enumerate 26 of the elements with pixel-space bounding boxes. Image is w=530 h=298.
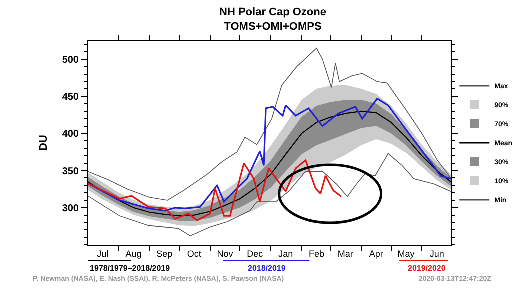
x-tick-label: Aug bbox=[126, 248, 142, 259]
y-tick-label: 400 bbox=[62, 129, 80, 140]
x-tick-label: May bbox=[398, 248, 416, 259]
text: 2019/2020 bbox=[408, 264, 446, 273]
y-axis-title: DU bbox=[38, 135, 50, 151]
x-tick-label: Sep bbox=[156, 248, 173, 259]
x-tick-label: Dec bbox=[247, 248, 264, 259]
x-tick-label: Nov bbox=[217, 248, 234, 259]
chart-title: NH Polar Cap Ozone bbox=[220, 6, 326, 18]
chart-subtitle: TOMS+OMI+OMPS bbox=[224, 20, 322, 33]
x-tick-label: Oct bbox=[187, 248, 202, 259]
y-tick-label: 450 bbox=[62, 92, 80, 104]
text: 2018/2019 bbox=[248, 264, 286, 273]
x-tick-label: Jan bbox=[278, 248, 294, 259]
y-tick-label: 500 bbox=[62, 55, 80, 66]
x-tick-label: Apr bbox=[369, 248, 384, 259]
line-series bbox=[88, 48, 451, 201]
x-tick-label: Jun bbox=[430, 248, 444, 259]
text: 1978/1979–2018/2019 bbox=[90, 264, 171, 273]
line-series bbox=[88, 153, 451, 236]
x-tick-label: Mar bbox=[338, 248, 354, 259]
y-tick-label: 350 bbox=[62, 166, 80, 178]
x-tick-label: Feb bbox=[308, 248, 324, 259]
y-tick-label: 300 bbox=[62, 203, 80, 214]
line-series bbox=[88, 160, 342, 222]
x-tick-label: Jul bbox=[97, 248, 109, 259]
